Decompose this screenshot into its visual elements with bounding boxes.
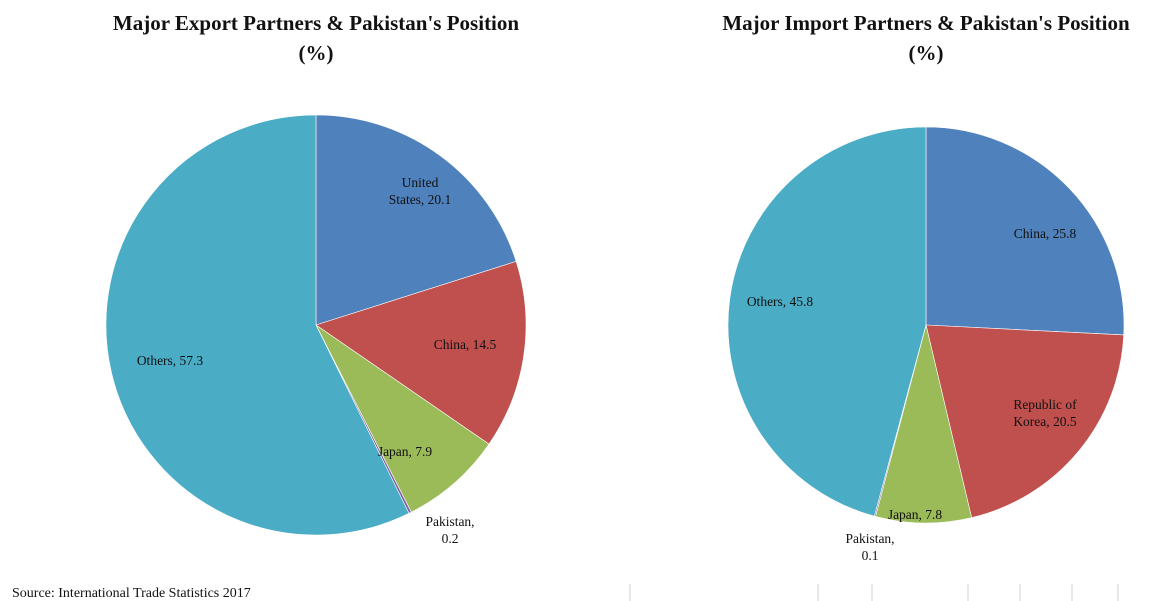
data-label: Others, 57.3 (137, 353, 204, 368)
data-label: China, 25.8 (1014, 226, 1077, 241)
data-label: Others, 45.8 (747, 294, 814, 309)
chart-subtitle: (%) (299, 41, 334, 65)
data-label: Republic of Korea, 20.5 (1013, 397, 1077, 429)
pie-slice (315, 324, 490, 513)
pie-slice (315, 114, 517, 326)
chart-subtitle: (%) (909, 41, 944, 65)
chart-title: Major Import Partners & Pakistan's Posit… (722, 11, 1130, 35)
data-label: United States, 20.1 (389, 175, 452, 207)
data-label: Japan, 7.8 (888, 507, 943, 522)
pie-slice (105, 114, 410, 536)
decoration (629, 584, 1119, 601)
pie-slice (925, 126, 1125, 336)
data-label: China, 14.5 (434, 337, 497, 352)
pie-slice (727, 126, 927, 517)
chart-title: Major Export Partners & Pakistan's Posit… (113, 11, 519, 35)
data-label: Pakistan, 0.1 (845, 531, 894, 563)
pie-slice (875, 324, 972, 524)
pie-slice (925, 324, 1125, 519)
pie-slice (315, 260, 527, 445)
data-label: Pakistan, 0.2 (425, 514, 474, 546)
source-note: Source: International Trade Statistics 2… (12, 586, 251, 601)
data-label: Japan, 7.9 (378, 444, 433, 459)
